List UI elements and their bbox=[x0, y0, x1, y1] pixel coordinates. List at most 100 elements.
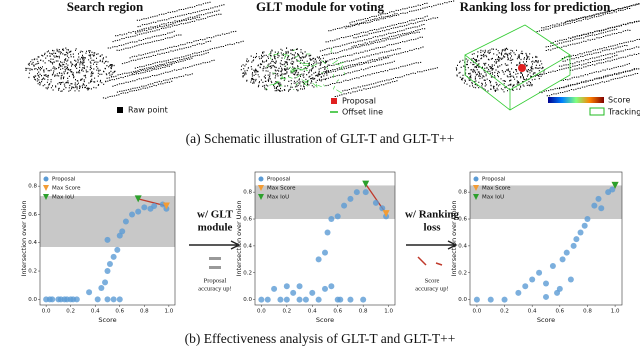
proposal-point bbox=[515, 289, 522, 296]
y-tick-label: 0.2 bbox=[28, 269, 37, 275]
proposal-point bbox=[559, 256, 566, 263]
legend-label: Raw point bbox=[128, 106, 168, 115]
proposal-point bbox=[328, 283, 335, 290]
proposal-point bbox=[347, 195, 354, 202]
transition-label: w/ Ranking bbox=[405, 209, 460, 221]
caption: (a) Schematic illustration of GLT-T and … bbox=[186, 131, 455, 146]
x-tick-label: 0.4 bbox=[308, 309, 317, 315]
y-axis-label: Intersection over Union bbox=[235, 200, 243, 276]
x-tick-label: 0.6 bbox=[555, 309, 564, 315]
transition-note: accuracy up! bbox=[415, 285, 448, 292]
scan-line bbox=[321, 31, 420, 56]
legend-marker bbox=[43, 176, 49, 182]
scatter-chart: 0.0 0.2 0.4 0.6 0.8 1.0 0.0 0.2 0.4 0.6 0.8 Score In… bbox=[235, 171, 396, 324]
scan-line bbox=[353, 17, 439, 39]
legend-swatch bbox=[589, 107, 605, 116]
scan-line bbox=[562, 45, 628, 62]
caption: (b) Effectiveness analysis of GLT-T and … bbox=[185, 331, 456, 346]
scan-line bbox=[135, 16, 201, 34]
transition-label: loss bbox=[423, 222, 441, 234]
x-tick-label: 0.6 bbox=[115, 309, 124, 315]
x-tick-label: 0.4 bbox=[91, 309, 100, 315]
scan-line bbox=[541, 3, 640, 29]
legend-marker bbox=[473, 194, 479, 200]
proposal-point bbox=[322, 249, 328, 256]
proposal-point bbox=[114, 246, 121, 253]
legend-label: Tracking box bbox=[607, 108, 640, 117]
proposal-point bbox=[110, 296, 117, 303]
scan-line bbox=[315, 57, 389, 77]
proposal-point bbox=[536, 269, 543, 276]
legend-label: Proposal bbox=[52, 177, 76, 183]
scan-line bbox=[325, 15, 428, 43]
proposal-point bbox=[334, 213, 341, 220]
scan-line bbox=[320, 48, 401, 69]
proposal-point bbox=[595, 195, 602, 202]
legend-label: Max IoU bbox=[52, 195, 74, 201]
x-tick-label: 0.2 bbox=[500, 309, 509, 315]
proposal-point bbox=[309, 289, 316, 296]
scan-line bbox=[328, 13, 398, 32]
legend-label: Proposal bbox=[482, 177, 506, 183]
legend-label: Max IoU bbox=[267, 195, 289, 201]
proposal-point bbox=[501, 296, 508, 303]
y-tick-label: 0.0 bbox=[28, 297, 37, 303]
transition-label: module bbox=[198, 222, 233, 234]
proposal-point bbox=[347, 296, 354, 303]
x-tick-label: 0.2 bbox=[66, 309, 75, 315]
proposal-point bbox=[86, 289, 93, 296]
scan-line bbox=[105, 64, 173, 82]
proposal-point bbox=[73, 296, 80, 303]
max-marker bbox=[611, 181, 619, 189]
scan-line bbox=[569, 53, 640, 71]
proposal-point bbox=[337, 296, 344, 303]
proposal-point bbox=[258, 296, 265, 303]
transition-note: Proposal bbox=[204, 277, 227, 284]
legend-marker bbox=[43, 185, 49, 191]
car-points bbox=[455, 47, 545, 93]
scan-line bbox=[107, 30, 175, 49]
proposal-point bbox=[98, 285, 105, 292]
proposal-point bbox=[543, 293, 549, 300]
proposal-point bbox=[119, 228, 126, 235]
colorbar bbox=[548, 97, 604, 103]
plot-frame bbox=[469, 171, 623, 306]
tracking-box bbox=[464, 24, 571, 111]
offset-lines bbox=[265, 48, 346, 94]
scan-line bbox=[319, 24, 425, 52]
y-tick-label: 0.6 bbox=[458, 217, 467, 223]
legend-marker bbox=[258, 176, 264, 182]
charts: 0.0 0.2 0.4 0.6 0.8 1.0 0.0 0.2 0.4 0.6 0.8 Score In… bbox=[20, 171, 623, 324]
scan-line bbox=[545, 28, 618, 48]
proposal-point bbox=[522, 283, 529, 290]
transition-note: accuracy up! bbox=[198, 285, 231, 292]
x-tick-label: 0.8 bbox=[583, 309, 592, 315]
panel-title: Search region bbox=[67, 0, 144, 14]
proposal-point bbox=[322, 285, 328, 292]
legend-marker bbox=[258, 194, 264, 200]
scan-line bbox=[316, 60, 395, 81]
x-tick-label: 1.0 bbox=[384, 309, 393, 315]
scan-line bbox=[316, 36, 423, 64]
max-marker bbox=[162, 202, 170, 210]
proposal-point bbox=[372, 199, 379, 206]
x-axis-label: Score bbox=[316, 316, 334, 324]
scan-line bbox=[116, 34, 182, 51]
proposal-point bbox=[135, 208, 142, 215]
panel-title: Ranking loss for prediction bbox=[460, 0, 612, 14]
proposal-point bbox=[324, 229, 331, 236]
proposal-point bbox=[271, 285, 278, 292]
score-blob bbox=[518, 64, 526, 72]
proposal-point bbox=[379, 205, 386, 212]
scan-line bbox=[536, 8, 631, 32]
icon bbox=[209, 257, 221, 269]
proposal-point bbox=[283, 296, 290, 303]
scan-line bbox=[112, 59, 215, 87]
legend-swatch bbox=[331, 98, 337, 104]
x-tick-label: 0.8 bbox=[140, 309, 149, 315]
transition-arrow bbox=[189, 240, 241, 250]
proposal-point bbox=[567, 276, 574, 283]
proposal-point bbox=[283, 283, 290, 290]
x-tick-label: 0.2 bbox=[282, 309, 291, 315]
